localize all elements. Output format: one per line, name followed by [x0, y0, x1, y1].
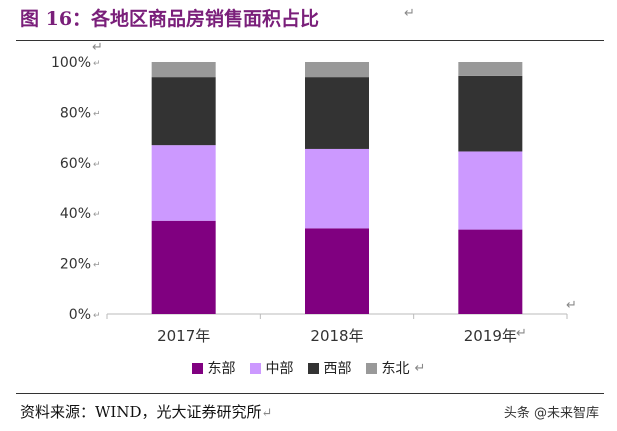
return-mark: ↵: [92, 40, 103, 55]
bar-segment-northeast: [305, 62, 369, 78]
bar-segment-west: [151, 77, 216, 146]
legend-label: 东北: [381, 361, 410, 377]
legend-item-central: 中部: [249, 358, 294, 378]
return-mark: ↵: [566, 298, 577, 313]
return-mark: ↵: [414, 360, 426, 376]
legend-swatch-east: [191, 362, 203, 374]
return-mark: ↵: [93, 160, 101, 170]
source-note: 资料来源：WIND，光大证券研究所↵: [20, 401, 272, 422]
y-tick-label: 20%: [60, 257, 91, 273]
legend-swatch-northeast: [365, 362, 377, 374]
bar-segment-central: [151, 145, 216, 221]
return-mark: ↵: [404, 6, 415, 21]
top-rule: [16, 40, 604, 41]
figure-title: 图 16：各地区商品房销售面积占比: [20, 8, 320, 30]
return-mark: ↵: [93, 261, 101, 271]
y-tick-label: 100%: [51, 55, 91, 71]
legend-label: 西部: [323, 361, 352, 377]
bar-segment-northeast: [151, 62, 216, 78]
x-tick-label: 2018年: [310, 327, 363, 345]
return-mark: ↵: [93, 59, 101, 69]
bar-segment-east: [305, 228, 369, 314]
y-tick-label: 80%: [60, 105, 91, 121]
bottom-rule: [16, 393, 604, 394]
legend-label: 东部: [207, 361, 236, 377]
bar-segment-west: [305, 77, 369, 149]
y-tick-label: 40%: [60, 206, 91, 222]
return-mark: ↵: [93, 109, 101, 119]
bar-segment-east: [151, 220, 216, 314]
legend-label: 中部: [265, 361, 294, 377]
bar-segment-west: [458, 75, 523, 152]
bar-segment-central: [305, 148, 369, 229]
legend-swatch-central: [249, 362, 261, 374]
return-mark: ↵: [93, 311, 101, 321]
chart-legend: 东部 中部 西部 东北 ↵: [0, 358, 617, 378]
legend-swatch-west: [307, 362, 319, 374]
y-tick-label: 0%: [69, 307, 91, 323]
bar-segment-northeast: [458, 62, 523, 76]
bar-segment-east: [458, 229, 523, 314]
x-tick-label: 2019年: [464, 327, 517, 345]
legend-item-east: 东部: [191, 358, 236, 378]
return-mark: ↵: [261, 406, 273, 421]
return-mark: ↵: [93, 210, 101, 220]
x-tick-label: 2017年: [157, 327, 210, 345]
return-mark: ↵: [516, 326, 527, 341]
source-text: 资料来源：WIND，光大证券研究所: [20, 403, 262, 421]
legend-item-northeast: 东北 ↵: [365, 358, 426, 378]
watermark: 头条 @未来智库: [503, 406, 599, 421]
bar-segment-central: [458, 151, 523, 230]
legend-item-west: 西部: [307, 358, 352, 378]
y-tick-label: 60%: [60, 156, 91, 172]
